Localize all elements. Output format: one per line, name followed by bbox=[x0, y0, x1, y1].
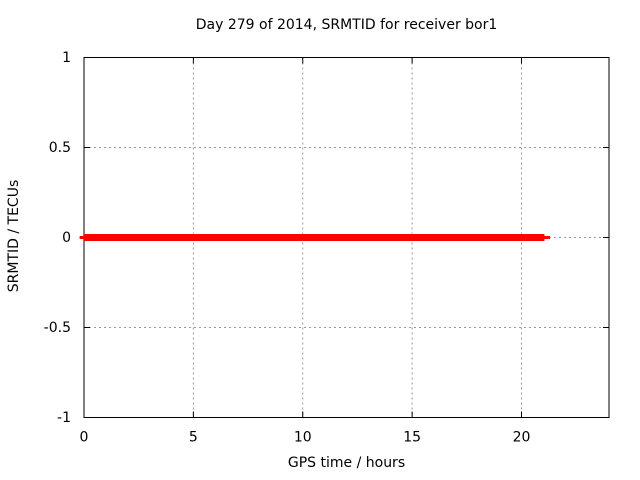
x-tick-label-15: 15 bbox=[403, 430, 421, 446]
y-tick-label--1: -1 bbox=[57, 410, 71, 426]
x-axis-label: GPS time / hours bbox=[287, 455, 406, 471]
x-tick-label-5: 5 bbox=[189, 430, 198, 446]
y-tick-label--0.5: -0.5 bbox=[44, 320, 71, 336]
x-tick-label-10: 10 bbox=[294, 430, 312, 446]
y-tick-label-0.5: 0.5 bbox=[49, 140, 71, 156]
y-tick-label-0: 0 bbox=[62, 230, 71, 246]
x-tick-label-20: 20 bbox=[513, 430, 531, 446]
y-tick-label-1: 1 bbox=[62, 50, 71, 66]
chart-title: Day 279 of 2014, SRMTID for receiver bor… bbox=[195, 17, 498, 33]
x-tick-label-0: 0 bbox=[80, 430, 89, 446]
